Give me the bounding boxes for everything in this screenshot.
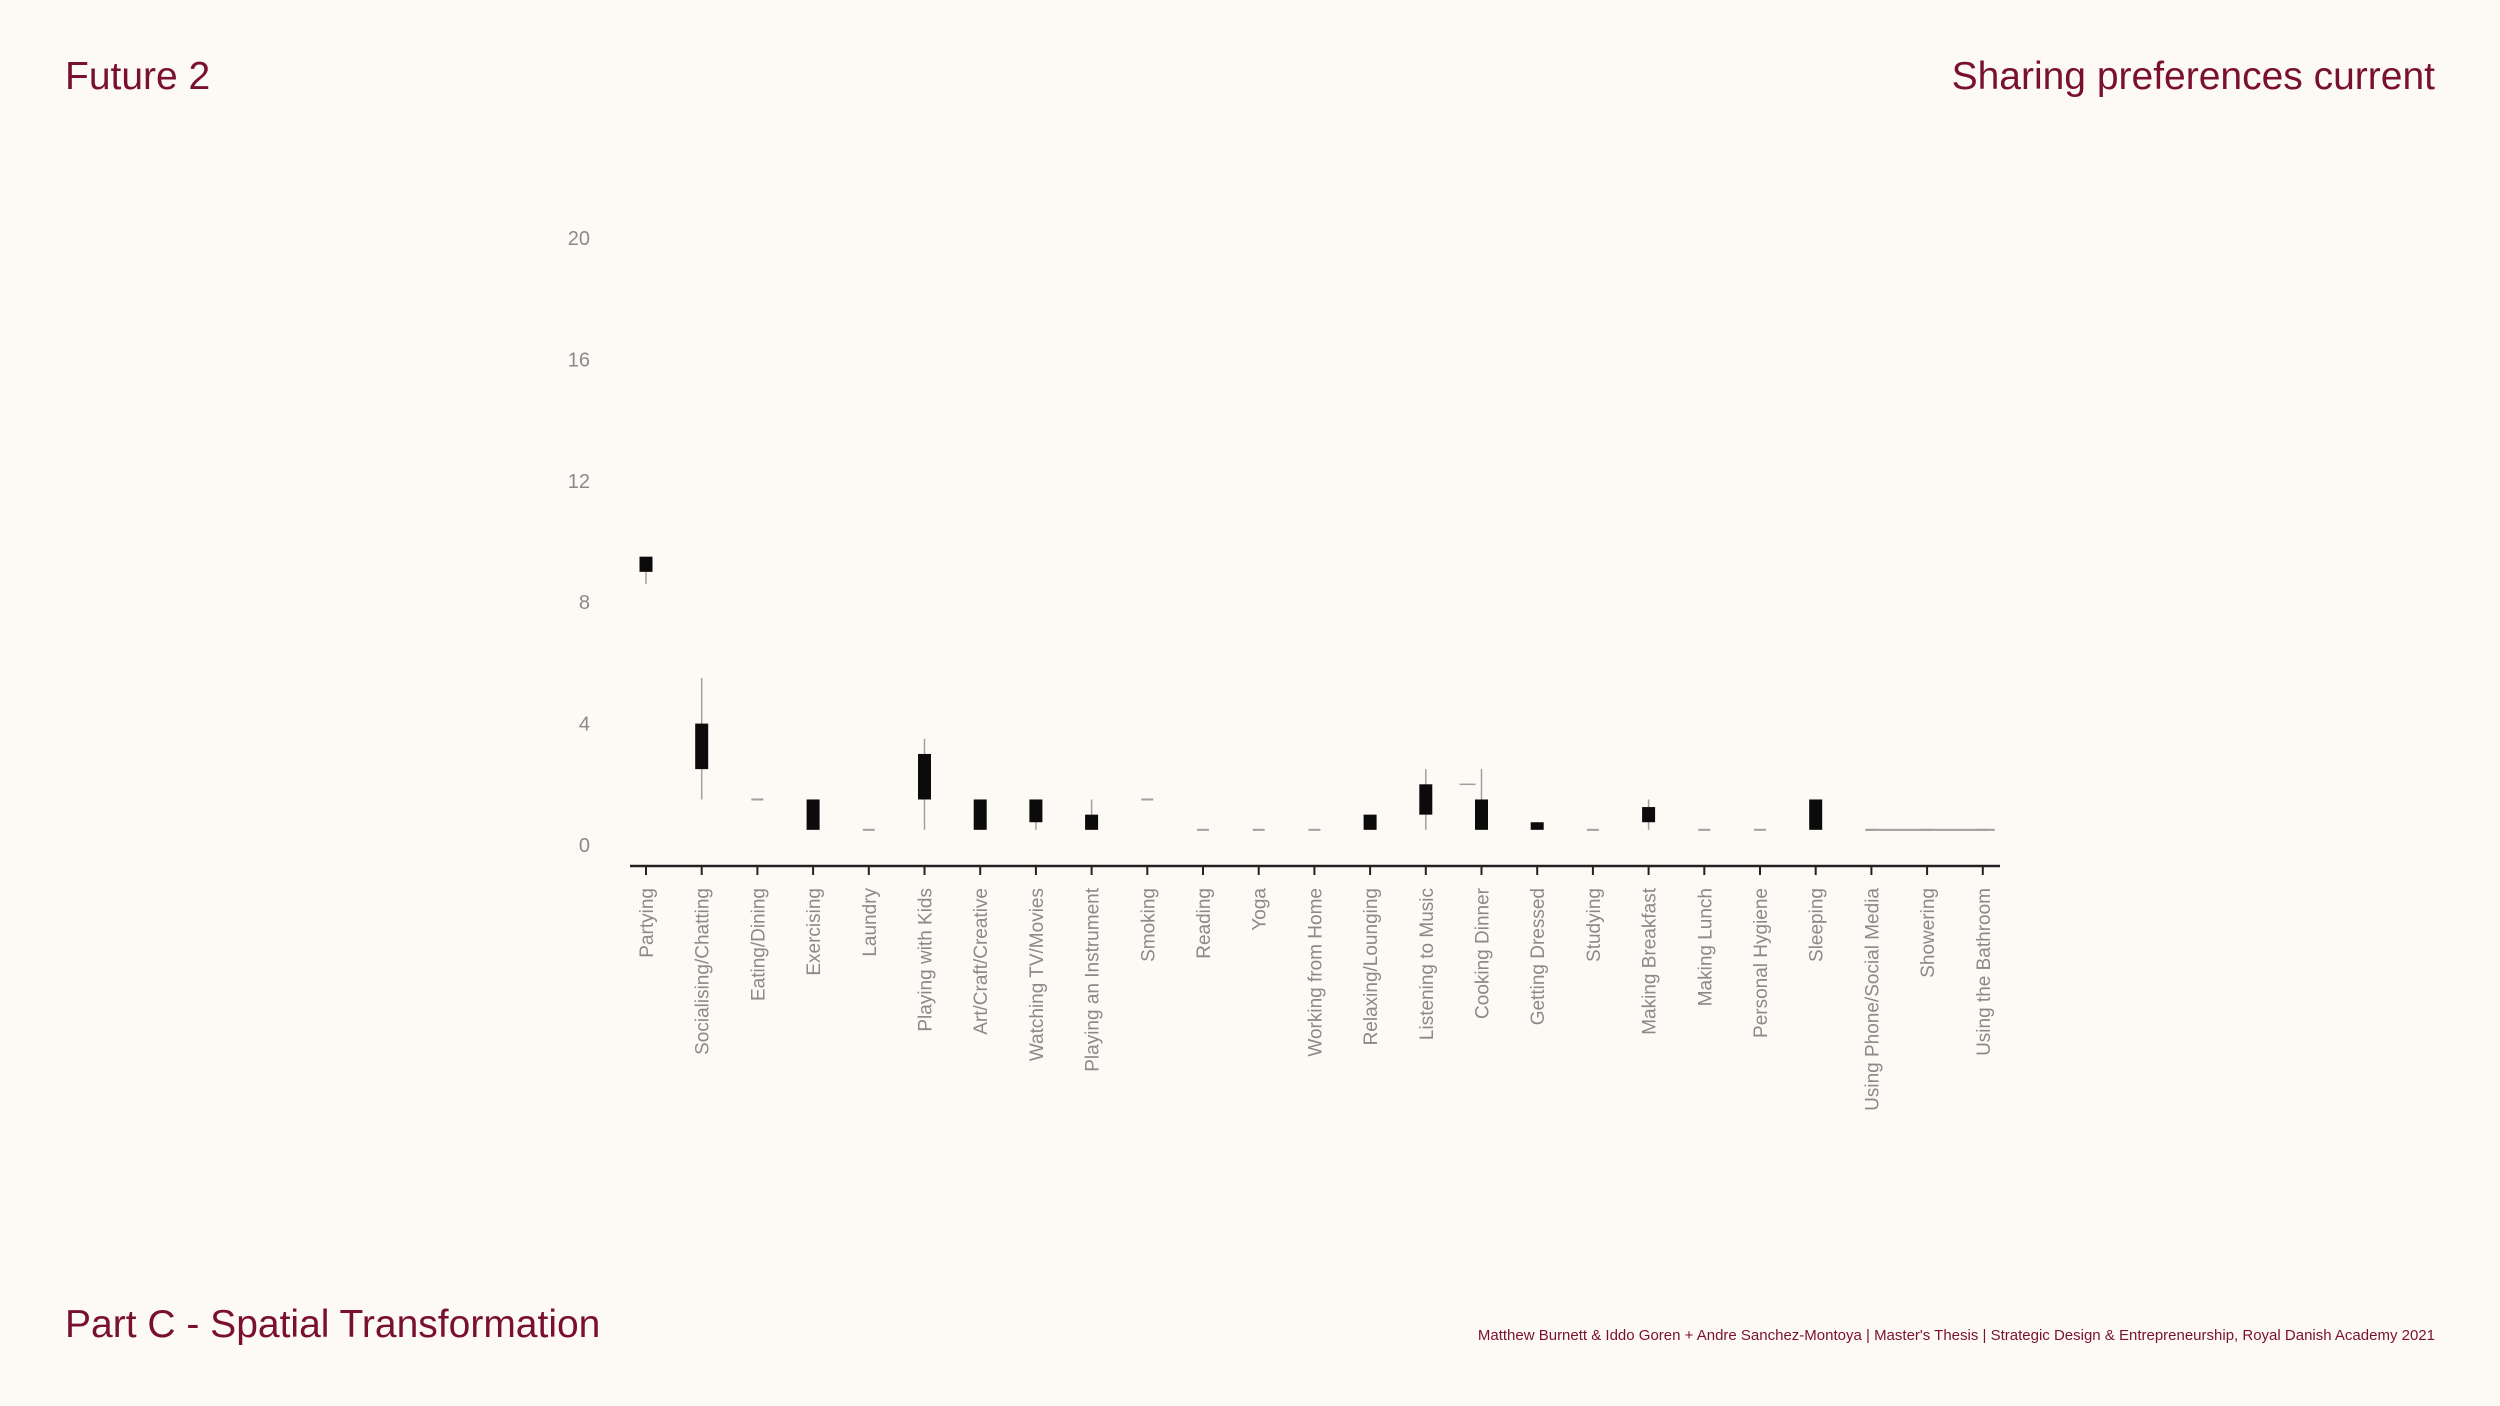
box-playing-with-kids [918, 753, 931, 800]
chart-heading: Sharing preferences current [1951, 55, 2435, 98]
box-partying [639, 556, 653, 572]
y-axis-ticks: 0 4 8 12 16 20 [568, 228, 590, 857]
y-tick-label: 12 [568, 471, 590, 493]
x-tick-label-playing-with-kids: Playing with Kids [916, 888, 937, 1032]
section-title: Part C - Spatial Transformation [65, 1303, 601, 1346]
x-tick-label-personal-hygiene: Personal Hygiene [1751, 888, 1772, 1038]
x-tick-label-smoking: Smoking [1138, 888, 1159, 962]
x-tick-label-sleeping: Sleeping [1807, 888, 1828, 962]
x-axis-labels: Partying Socialising/Chatting Eating/Dinin… [637, 887, 1995, 1111]
y-tick-label: 8 [579, 592, 590, 614]
x-tick-label-yoga: Yoga [1250, 888, 1271, 931]
y-tick-label: 20 [568, 228, 590, 250]
box-listening-to-music [1419, 784, 1433, 815]
credits-text: Matthew Burnett & Iddo Goren + Andre San… [1477, 1327, 2435, 1344]
y-tick-label: 16 [568, 349, 590, 371]
x-axis-ticks [645, 866, 1984, 875]
x-tick-label-watching-tv-movies: Watching TV/Movies [1027, 888, 1048, 1061]
x-tick-label-playing-an-instrument: Playing an Instrument [1083, 887, 1104, 1071]
box-getting-dressed [1530, 822, 1544, 830]
x-tick-label-socialising-chatting: Socialising/Chatting [693, 888, 714, 1055]
box-sleeping [1809, 799, 1823, 830]
x-tick-label-working-from-home: Working from Home [1305, 888, 1326, 1057]
y-tick-label: 4 [579, 714, 590, 736]
x-tick-label-listening-to-music: Listening to Music [1417, 888, 1438, 1040]
box-watching-tv-movies [1029, 799, 1043, 823]
x-tick-label-eating-dining: Eating/Dining [748, 888, 769, 1001]
box-socialising-chatting [695, 723, 709, 770]
box-exercising [806, 799, 820, 830]
x-tick-label-studying: Studying [1584, 888, 1605, 962]
x-tick-label-exercising: Exercising [804, 888, 825, 976]
x-tick-label-using-the-bathroom: Using the Bathroom [1974, 888, 1995, 1056]
x-tick-label-making-breakfast: Making Breakfast [1640, 887, 1661, 1035]
box-relaxing-lounging [1363, 814, 1377, 830]
box-playing-an-instrument [1085, 814, 1099, 830]
y-tick-label: 0 [579, 835, 590, 857]
box-cooking-dinner [1475, 799, 1488, 830]
x-tick-label-getting-dressed: Getting Dressed [1528, 888, 1549, 1025]
x-tick-label-cooking-dinner: Cooking Dinner [1473, 887, 1494, 1019]
box-art-craft-creative [973, 799, 987, 830]
x-tick-label-reading: Reading [1194, 888, 1215, 959]
x-tick-label-art-craft-creative: Art/Craft/Creative [971, 888, 992, 1035]
box-series [639, 556, 1995, 831]
x-tick-label-using-phone-social-media: Using Phone/Social Media [1862, 888, 1883, 1111]
box-making-breakfast [1642, 807, 1656, 823]
x-tick-label-showering: Showering [1918, 888, 1939, 978]
slide-title: Future 2 [65, 55, 211, 98]
x-tick-label-making-lunch: Making Lunch [1695, 888, 1716, 1006]
x-tick-label-partying: Partying [637, 888, 658, 958]
x-tick-label-relaxing-lounging: Relaxing/Lounging [1361, 888, 1382, 1045]
x-tick-label-laundry: Laundry [860, 888, 881, 957]
